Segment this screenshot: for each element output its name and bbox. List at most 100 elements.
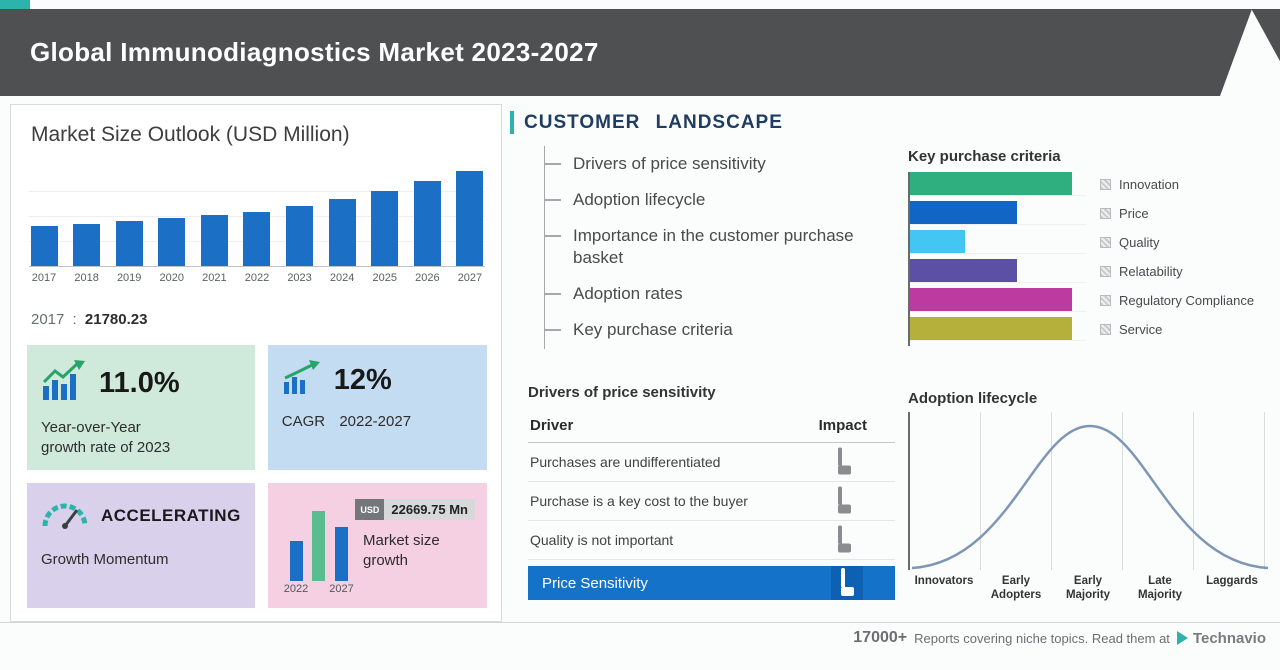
adoption-lifecycle-chart [908,412,1269,570]
lifecycle-stage-late-majority: Late Majority [1137,575,1183,602]
price-sensitivity-table: Drivers of price sensitivity Driver Impa… [528,384,895,600]
kpc-legend: Innovation Price Quality Relatability Regula… [1100,172,1270,346]
kpc-row [910,201,1086,225]
bar [328,198,356,266]
market-axis-label: 2017 [31,272,57,284]
landscape-item: Key purchase criteria [545,312,884,348]
cagr-value: 12% [333,364,392,396]
market-bar-2026 [412,167,442,266]
page-title: Global Immunodiagnostics Market 2023-202… [30,37,599,67]
landscape-item: Adoption rates [545,276,884,312]
bar [200,215,228,266]
customer-landscape-title: CUSTOMER LANDSCAPE [524,111,783,133]
header-band [0,9,1252,96]
legend-swatch-icon [1100,178,1111,190]
teal-accent-corner [0,0,30,9]
base-year: 2017 [31,311,65,328]
kpc-row [910,288,1086,312]
base-year-callout: 2017 : 21780.23 [31,311,147,328]
market-bar-2017 [29,167,59,266]
col-driver: Driver [530,417,574,434]
kpc-legend-item: Quality [1100,230,1270,254]
technavio-brand-name: Technavio [1192,629,1266,647]
technavio-mark-icon [1176,631,1188,645]
driver-text: Quality is not important [530,532,674,548]
table-row: Purchases are undifferentiated [528,443,895,482]
kpc-bar-regulatory-compliance [910,288,1072,311]
kpc-legend-item: Regulatory Compliance [1100,288,1270,312]
bar [456,170,484,266]
landscape-item: Importance in the customer purchase bask… [545,218,884,276]
cagr-label: CAGR [281,413,326,430]
growth-bar-label: 2027 [329,583,354,595]
bar [158,218,186,266]
kpc-legend-label: Innovation [1119,176,1179,192]
market-bar-2027 [455,167,485,266]
badge-currency: USD [355,499,385,520]
market-size-axis: 2017 2018 2019 2020 2021 2022 2023 2024 2025 2026… [29,272,485,284]
market-bar-2025 [370,167,400,266]
driver-text: Purchases are undifferentiated [530,454,721,470]
landscape-item: Drivers of price sensitivity [545,146,884,182]
lifecycle-stage-early-adopters: Early Adopters [990,575,1042,602]
landscape-list: Drivers of price sensitivity Adoption li… [544,146,884,349]
kpc-legend-item: Service [1100,317,1270,341]
footer: 17000+ Reports covering niche topics. Re… [853,629,1266,647]
legend-swatch-icon [1100,236,1111,248]
driver-text: Purchase is a key cost to the buyer [530,493,748,509]
growth-bar [335,527,349,581]
technavio-logo[interactable]: Technavio [1176,629,1266,647]
growth-bar [289,541,303,581]
customer-landscape-heading: CUSTOMER LANDSCAPE [510,111,783,134]
lock-icon [838,525,851,553]
landscape-item: Adoption lifecycle [545,182,884,218]
growth-bar [312,511,326,581]
kpc-legend-label: Price [1119,205,1149,221]
highlight-label: Price Sensitivity [542,574,648,592]
momentum-tile: ACCELERATING Growth Momentum [27,483,255,608]
col-impact: Impact [818,417,867,434]
cagr-tile: 12% CAGR 2022-2027 [267,345,487,470]
growth-bar-col: 2022 [284,541,308,598]
yoy-growth-tile: 11.0% Year-over-Year growth rate of 2023 [27,345,255,470]
kpc-row [910,172,1086,196]
bar [413,181,441,266]
kpc-row [910,230,1086,254]
market-axis-label: 2027 [457,272,483,284]
market-size-title: Market Size Outlook (USD Million) [31,123,350,146]
market-bar-2021 [199,167,229,266]
adoption-lifecycle-title: Adoption lifecycle [908,390,1038,407]
kpc-legend-item: Relatability [1100,259,1270,283]
bar [115,221,143,266]
growth-bar-label: 2022 [283,583,309,595]
adoption-lifecycle-labels: Innovators Early Adopters Early Majority La… [908,574,1268,603]
market-axis-label: 2021 [202,272,227,284]
speedometer-icon [41,498,89,534]
market-bar-2018 [72,167,102,266]
key-purchase-criteria-title: Key purchase criteria [908,148,1061,165]
market-bar-2019 [114,167,144,266]
kpc-bar-innovation [910,172,1072,195]
bell-curve [911,424,1269,570]
market-bar-2022 [242,167,272,266]
growth-bar-col: 2027 [329,527,354,598]
market-axis-label: 2019 [116,272,142,284]
market-growth-tile: USD 22669.75 Mn Market size growth 2022 2… [267,483,487,608]
bar-growth-icon [41,360,87,407]
market-axis-label: 2023 [287,272,312,284]
lock-icon [840,568,854,596]
kpc-legend-label: Relatability [1119,263,1183,279]
kpc-legend-item: Price [1100,201,1270,225]
market-bar-2020 [157,167,187,266]
market-axis-label: 2018 [74,272,99,284]
lifecycle-stage-early-majority: Early Majority [1065,575,1111,602]
yoy-line1: Year-over-Year [41,419,141,436]
legend-swatch-icon [1100,207,1111,219]
kpc-bar-quality [910,230,965,253]
kpc-legend-item: Innovation [1100,172,1270,196]
heading-accent-bar [510,111,514,134]
legend-swatch-icon [1100,323,1111,335]
market-bar-2023 [285,167,315,266]
lifecycle-stage-innovators: Innovators [914,575,974,587]
